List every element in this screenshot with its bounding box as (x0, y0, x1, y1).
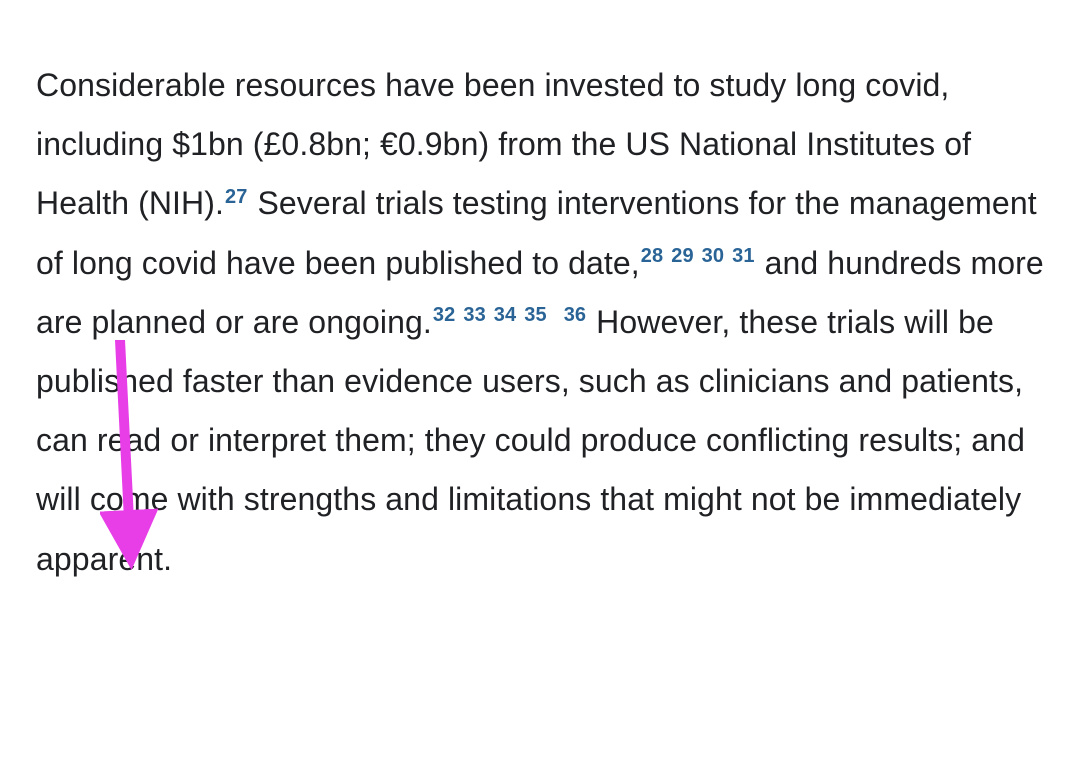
citation-32[interactable]: 32 (432, 304, 456, 326)
citation-34[interactable]: 34 (493, 304, 517, 326)
citation-31[interactable]: 31 (731, 245, 755, 267)
citation-29[interactable]: 29 (670, 245, 694, 267)
body-paragraph: Considerable resources have been investe… (36, 56, 1044, 589)
citation-30[interactable]: 30 (701, 245, 725, 267)
citation-33[interactable]: 33 (462, 304, 486, 326)
text-segment-4: However, these trials will be published … (36, 304, 1025, 577)
citation-27[interactable]: 27 (224, 186, 248, 208)
citation-28[interactable]: 28 (640, 245, 664, 267)
article-paragraph-container: Considerable resources have been investe… (0, 0, 1080, 758)
citation-36[interactable]: 36 (563, 304, 587, 326)
citation-35[interactable]: 35 (523, 304, 547, 326)
